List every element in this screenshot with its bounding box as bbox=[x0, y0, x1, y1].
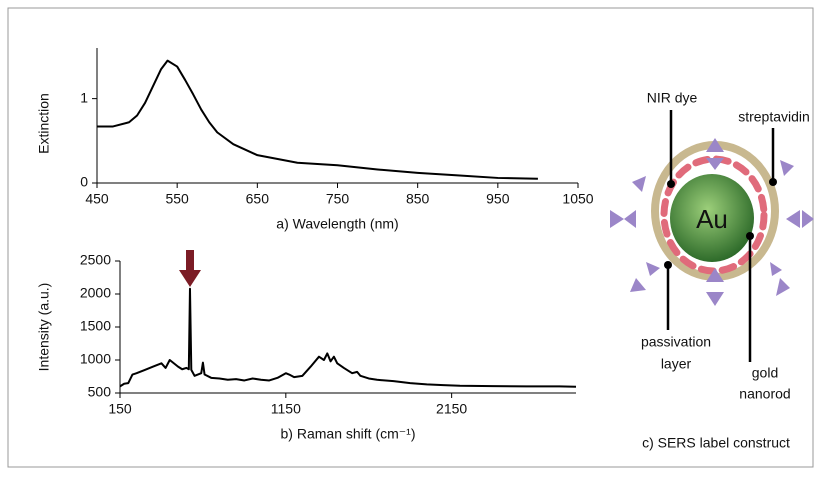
data-line bbox=[119, 287, 577, 388]
data-line bbox=[97, 59, 538, 180]
y-tick-label: 1500 bbox=[80, 318, 111, 334]
x-tick-label: 1050 bbox=[562, 191, 593, 207]
label: layer bbox=[661, 356, 692, 372]
x-tick-label: 2150 bbox=[436, 401, 467, 417]
arrow bbox=[179, 250, 201, 287]
x-tick-label: 150 bbox=[108, 401, 132, 417]
x-tick-label: 450 bbox=[85, 191, 109, 207]
label: nanorod bbox=[739, 386, 790, 402]
y-tick-label: 1000 bbox=[80, 351, 111, 367]
x-tick-label: 1150 bbox=[271, 401, 301, 417]
y-tick-label: 0 bbox=[80, 174, 88, 190]
x-tick-label: 750 bbox=[326, 191, 350, 207]
caption: c) SERS label construct bbox=[642, 435, 790, 451]
x-tick-label: 950 bbox=[486, 191, 510, 207]
label: Au bbox=[696, 204, 728, 234]
label: passivation bbox=[641, 334, 711, 350]
label: streptavidin bbox=[738, 109, 810, 125]
frame bbox=[7, 7, 814, 468]
y-tick-label: 1 bbox=[80, 89, 88, 105]
y-axis-label: Intensity (a.u.) bbox=[36, 283, 52, 372]
x-tick-label: 650 bbox=[246, 191, 270, 207]
label: gold bbox=[752, 365, 778, 381]
x-axis-label: b) Raman shift (cm⁻¹) bbox=[281, 426, 416, 442]
y-axis-label: Extinction bbox=[36, 93, 52, 154]
y-tick-label: 2500 bbox=[80, 252, 111, 268]
x-axis-label: a) Wavelength (nm) bbox=[276, 216, 398, 232]
y-tick-label: 500 bbox=[88, 384, 112, 400]
y-tick-label: 2000 bbox=[80, 285, 111, 301]
label: NIR dye bbox=[647, 90, 698, 106]
sers-diagram: NIR dye streptavidin Au passivation laye… bbox=[610, 90, 814, 451]
x-tick-label: 550 bbox=[165, 191, 189, 207]
x-tick-label: 850 bbox=[406, 191, 430, 207]
